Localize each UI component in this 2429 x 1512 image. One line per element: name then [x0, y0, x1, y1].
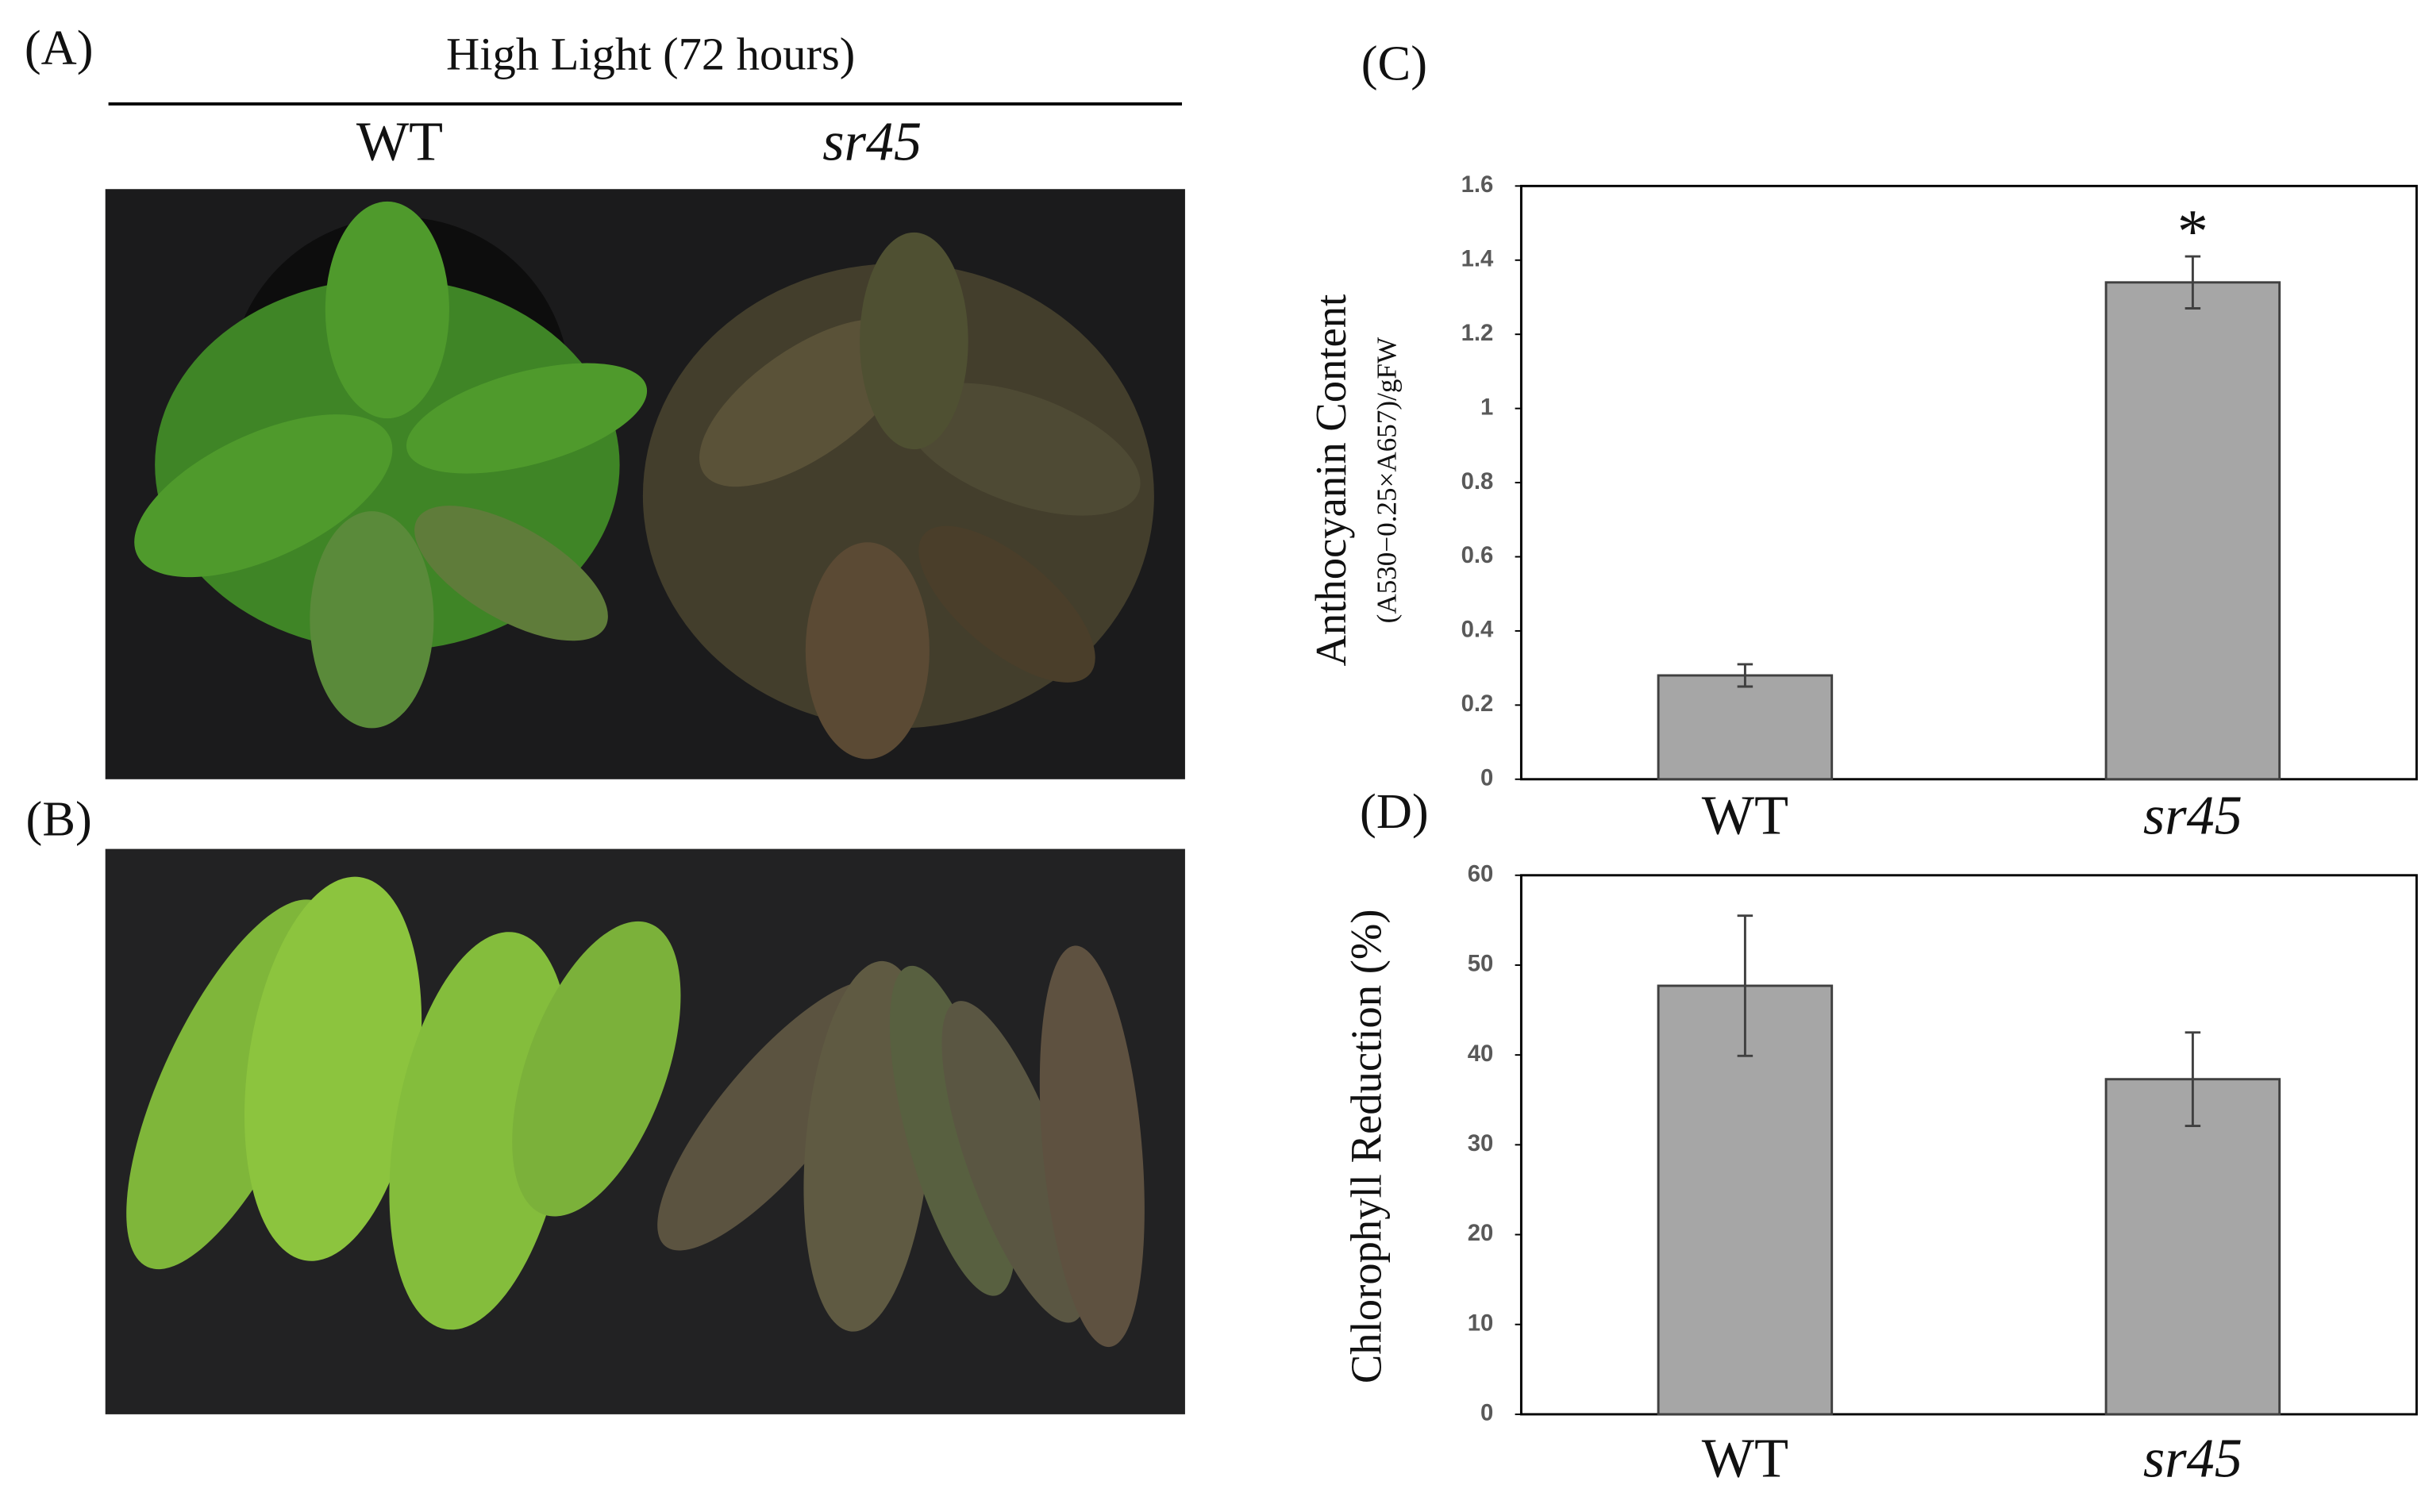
header: High Light (72 hours)	[446, 29, 855, 80]
y-tick-label: 0	[1480, 1401, 1493, 1426]
x-tick-label: WT	[1702, 785, 1788, 847]
y-tick-label: 0	[1480, 766, 1493, 791]
photo-a	[105, 189, 1185, 779]
y-axis-label: Anthocyanin Content	[1307, 294, 1355, 667]
y-tick-label: 10	[1468, 1310, 1494, 1336]
annotation: *	[2177, 197, 2208, 266]
panel-label: (A)	[25, 20, 94, 75]
panel-label: (B)	[26, 791, 92, 847]
y-tick-label: 1.6	[1461, 172, 1494, 198]
x-tick-label: WT	[1702, 1427, 1788, 1489]
bar	[1657, 984, 1834, 1416]
plot-frame	[1519, 184, 2418, 781]
bar	[2104, 1078, 2281, 1416]
plot-frame	[1519, 874, 2418, 1416]
photo-label: sr45	[822, 111, 922, 173]
y-tick-label: 0.8	[1461, 469, 1494, 494]
x-tick-label: sr45	[2143, 785, 2242, 847]
y-tick-label: 1.2	[1461, 321, 1494, 346]
y-tick-label: 50	[1468, 952, 1494, 977]
y-tick-label: 0.4	[1461, 617, 1494, 643]
y-tick-label: 30	[1468, 1131, 1494, 1156]
y-tick-label: 20	[1468, 1221, 1494, 1246]
bar	[1657, 674, 1834, 781]
photo-b	[105, 848, 1185, 1414]
y-tick-label: 40	[1468, 1041, 1494, 1067]
panel-label: (D)	[1360, 783, 1429, 839]
y-axis-label: Chlorophyll Reduction (%)	[1342, 909, 1391, 1383]
photo-label: WT	[356, 111, 443, 173]
x-tick-label: sr45	[2143, 1427, 2242, 1489]
y-tick-label: 1.4	[1461, 247, 1494, 272]
y-tick-label: 0.2	[1461, 691, 1494, 717]
y-tick-label: 0.6	[1461, 543, 1494, 568]
y-tick-label: 1	[1480, 394, 1493, 420]
panel-label: (C)	[1361, 35, 1427, 90]
bar	[2104, 281, 2281, 781]
y-axis-sublabel: (A530−0.25×A657)/gFW	[1372, 337, 1403, 623]
y-tick-label: 60	[1468, 862, 1494, 887]
